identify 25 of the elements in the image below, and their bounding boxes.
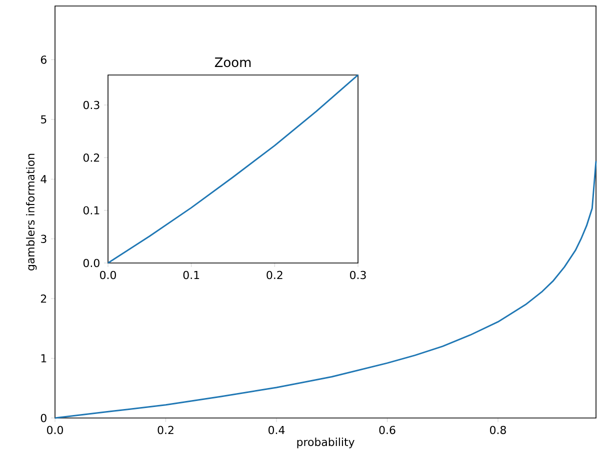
x-tick-label: 0.6 <box>379 426 396 434</box>
x-tick-label: 0.1 <box>183 270 200 280</box>
x-axis-title: probability <box>297 438 354 448</box>
x-tick-label: 0.0 <box>100 270 116 280</box>
x-tick-label: 0.2 <box>158 426 174 434</box>
y-tick-label: 2 <box>40 294 46 303</box>
x-tick-label: 0.8 <box>490 426 506 434</box>
y-tick-label: 0.0 <box>83 258 100 268</box>
line-series <box>107 74 359 264</box>
y-tick-label: 5 <box>41 115 46 124</box>
y-tick-label: 0.1 <box>83 206 100 214</box>
x-tick-label: 0.2 <box>266 270 282 280</box>
y-axis-title: gamblers information <box>26 154 37 270</box>
y-tick-label: 6 <box>40 56 46 64</box>
y-tick-label: 3 <box>41 234 46 243</box>
y-tick-label: 4 <box>40 175 47 184</box>
y-tick-label: 0 <box>40 414 46 422</box>
y-tick-label: 0.2 <box>83 154 100 162</box>
line-series <box>54 160 597 419</box>
x-tick-label: 0.0 <box>47 426 63 434</box>
x-tick-label: 0.3 <box>350 270 366 280</box>
y-tick-label: 1 <box>41 354 46 362</box>
chart-title: Zoom <box>214 58 251 68</box>
y-tick-label: 0.3 <box>83 100 100 110</box>
x-tick-label: 0.4 <box>268 426 285 434</box>
